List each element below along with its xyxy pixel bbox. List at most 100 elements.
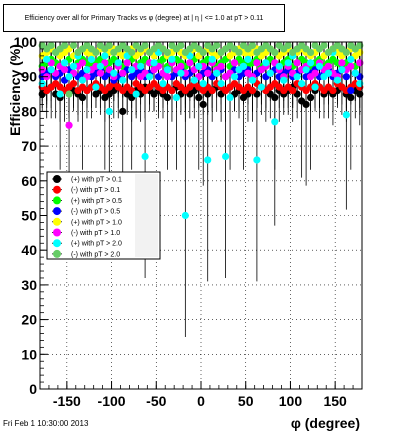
data-point — [195, 93, 203, 102]
data-point — [150, 59, 158, 67]
data-point — [78, 76, 87, 84]
y-tick-label: 10 — [21, 346, 37, 362]
legend-marker — [53, 239, 61, 248]
data-point — [302, 100, 310, 109]
x-tick-label: -100 — [98, 393, 126, 409]
legend-marker — [53, 217, 61, 226]
data-point — [217, 62, 225, 70]
data-point — [244, 55, 252, 63]
data-point — [101, 52, 109, 60]
data-point — [172, 93, 181, 102]
data-point — [177, 62, 185, 70]
y-tick-label: 80 — [21, 103, 37, 119]
y-tick-label: 60 — [21, 173, 37, 189]
data-point — [145, 73, 154, 81]
data-point — [78, 59, 87, 67]
data-point — [186, 59, 194, 67]
data-point — [181, 211, 189, 220]
legend-label: (-) with pT > 2.0 — [71, 251, 120, 258]
data-point — [347, 93, 355, 102]
data-point — [351, 69, 359, 77]
data-point — [83, 66, 91, 74]
y-axis-title: Efficiency (%) — [7, 44, 23, 136]
data-point — [311, 83, 319, 91]
data-point — [280, 76, 288, 84]
data-point — [248, 86, 257, 95]
data-point — [298, 80, 306, 88]
data-point — [315, 62, 324, 70]
legend: (+) with pT > 0.1 (-) with pT > 0.1 (+) wi… — [46, 171, 161, 260]
y-tick-label: 90 — [21, 69, 37, 85]
y-tick-label: 50 — [21, 208, 37, 224]
legend-marker — [53, 249, 61, 258]
y-tick-label: 40 — [21, 242, 37, 258]
data-point — [105, 41, 113, 50]
legend-label: (-) with pT > 1.0 — [71, 230, 120, 237]
data-point — [60, 59, 69, 67]
legend-marker — [53, 175, 61, 183]
data-point — [199, 48, 207, 57]
data-point — [132, 90, 140, 98]
data-point — [208, 86, 216, 95]
data-point — [342, 48, 350, 57]
x-tick-label: -150 — [53, 393, 81, 409]
data-point — [114, 59, 122, 67]
data-point — [213, 41, 221, 50]
data-point — [226, 93, 234, 102]
data-point — [302, 66, 310, 74]
data-point — [105, 107, 113, 115]
data-point — [347, 55, 355, 63]
data-point — [47, 41, 55, 50]
data-point — [230, 73, 239, 81]
data-point — [320, 41, 328, 50]
data-point — [235, 48, 243, 57]
chart-title: Efficiency over all for Primary Tracks v… — [3, 4, 285, 32]
data-point — [119, 69, 127, 77]
data-point — [204, 69, 212, 77]
chart-title-text: Efficiency over all for Primary Tracks v… — [24, 14, 264, 22]
data-point — [47, 66, 55, 74]
data-point — [284, 41, 292, 50]
data-point — [266, 69, 274, 77]
data-point — [204, 156, 212, 164]
data-point — [253, 59, 261, 67]
data-point — [128, 66, 136, 74]
legend-marker — [53, 196, 61, 205]
data-point — [96, 62, 104, 70]
y-tick-label: 100 — [14, 34, 38, 50]
data-point — [163, 66, 172, 74]
data-point — [213, 69, 221, 77]
legend-label: (+) with pT > 0.1 — [71, 177, 122, 184]
data-point — [168, 86, 176, 95]
data-point — [324, 62, 333, 70]
data-point — [253, 156, 261, 164]
data-point — [110, 69, 118, 77]
data-point — [248, 76, 257, 84]
legend-marker — [53, 228, 61, 237]
legend-label: (+) with pT > 1.0 — [71, 219, 122, 226]
data-point — [163, 93, 172, 102]
legend-marker — [53, 207, 61, 216]
data-point — [60, 41, 69, 50]
data-point — [293, 73, 301, 81]
legend-label: (-) with pT > 0.1 — [71, 187, 120, 194]
y-tick-label: 0 — [29, 381, 37, 397]
data-point — [141, 41, 149, 50]
data-point — [199, 100, 207, 109]
data-point — [306, 59, 315, 67]
data-point — [168, 55, 176, 63]
y-tick-label: 30 — [21, 277, 37, 293]
data-point — [217, 80, 225, 88]
data-point — [195, 62, 203, 70]
x-tick-label: 150 — [323, 393, 347, 409]
data-point — [262, 59, 270, 67]
data-point — [289, 86, 297, 95]
data-point — [230, 59, 239, 67]
timestamp-footer: Fri Feb 1 10:30:00 2013 — [3, 419, 89, 428]
data-point — [92, 48, 100, 57]
y-tick-label: 70 — [21, 138, 37, 154]
data-point — [137, 62, 145, 70]
data-point — [271, 118, 279, 126]
data-point — [271, 48, 279, 57]
